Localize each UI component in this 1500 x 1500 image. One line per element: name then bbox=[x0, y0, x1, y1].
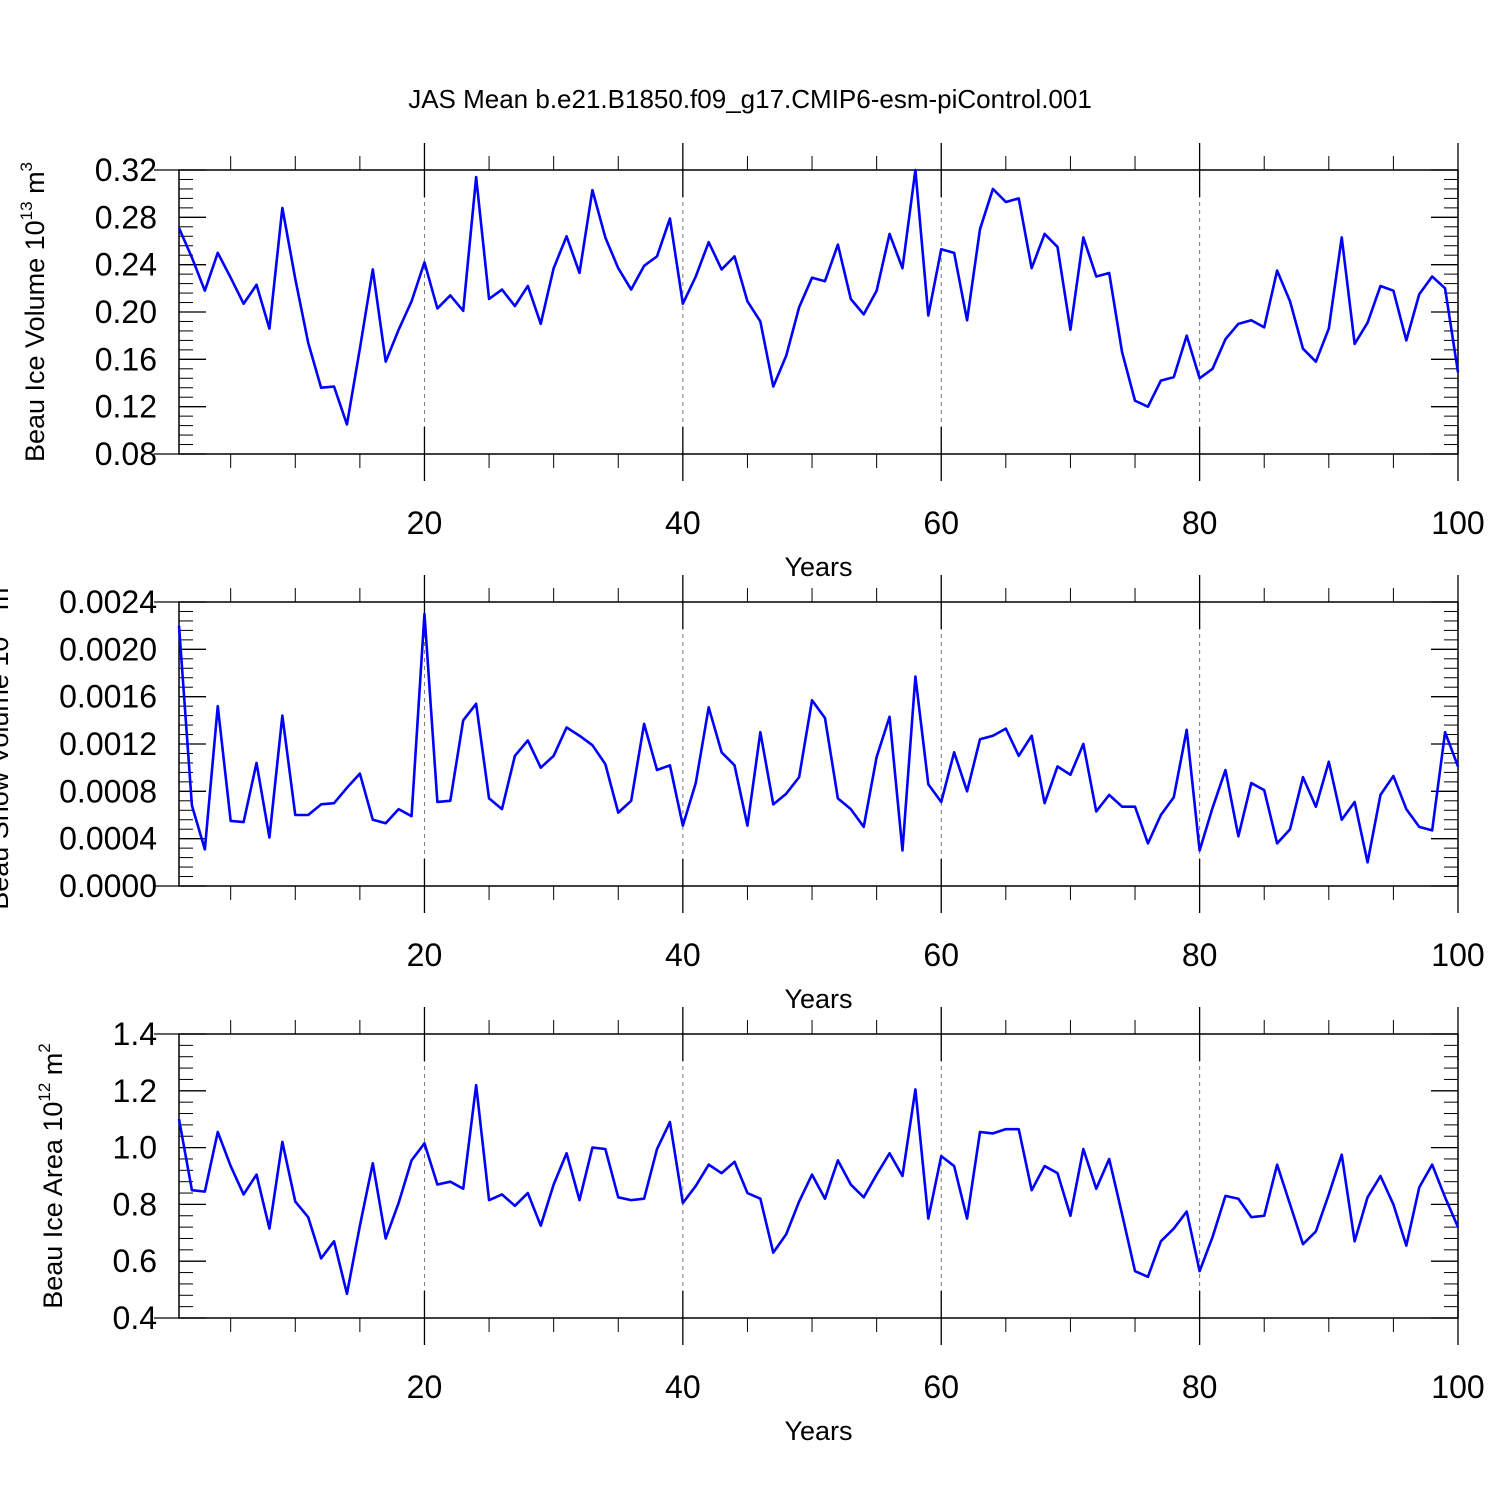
x-tick-label: 60 bbox=[923, 505, 959, 541]
x-tick-label: 80 bbox=[1182, 1369, 1218, 1405]
y-tick-label: 0.28 bbox=[95, 199, 157, 235]
plot-frame bbox=[178, 601, 1459, 887]
y-tick-label: 0.0016 bbox=[59, 679, 157, 715]
y-axis-title-text: Beau Ice Area 10 bbox=[38, 1102, 68, 1309]
y-tick-label: 0.32 bbox=[95, 152, 157, 188]
figure-title: JAS Mean b.e21.B1850.f09_g17.CMIP6-esm-p… bbox=[408, 84, 1092, 114]
y-tick-label: 1.0 bbox=[113, 1130, 157, 1166]
x-tick-label: 100 bbox=[1431, 1369, 1484, 1405]
plot-frame bbox=[178, 169, 1459, 455]
y-tick-label: 0.0004 bbox=[59, 821, 157, 857]
y-tick-label: 1.2 bbox=[113, 1073, 157, 1109]
x-tick-label: 40 bbox=[665, 505, 701, 541]
y-axis-title-unit: m bbox=[38, 1053, 68, 1083]
y-tick-label: 0.12 bbox=[95, 389, 157, 425]
x-axis-title: Years bbox=[784, 552, 852, 582]
y-tick-label: 0.4 bbox=[113, 1300, 157, 1336]
x-tick-label: 60 bbox=[923, 937, 959, 973]
x-tick-label: 20 bbox=[407, 505, 443, 541]
x-tick-label: 100 bbox=[1431, 937, 1484, 973]
y-tick-label: 0.24 bbox=[95, 247, 157, 283]
series-line bbox=[177, 612, 1460, 864]
x-axis-title: Years bbox=[784, 984, 852, 1014]
y-tick-label: 0.0008 bbox=[59, 773, 157, 809]
y-axis-title-text: Beau Ice Volume 10 bbox=[20, 220, 50, 462]
x-tick-label: 40 bbox=[665, 1369, 701, 1405]
chart-panel-1: 20 40 60 80 100 0.08 0.12 0.16 0.20 0.24 0.28 0.32 Y… bbox=[17, 143, 1485, 582]
y-tick-label: 1.4 bbox=[113, 1016, 157, 1052]
x-tick-label: 80 bbox=[1182, 505, 1218, 541]
y-tick-label: 0.0020 bbox=[59, 631, 157, 667]
x-tick-label: 20 bbox=[407, 1369, 443, 1405]
x-axis-title: Years bbox=[784, 1416, 852, 1446]
x-tick-label: 60 bbox=[923, 1369, 959, 1405]
y-tick-label: 0.08 bbox=[95, 436, 157, 472]
y-axis-title-unit: m bbox=[0, 588, 14, 618]
y-tick-label: 0.16 bbox=[95, 341, 157, 377]
y-tick-label: 0.8 bbox=[113, 1186, 157, 1222]
series-line bbox=[177, 1083, 1460, 1296]
chart-panel-2: 20 40 60 80 100 0.0000 0.0004 0.0008 0.0012 0.001… bbox=[0, 575, 1485, 1014]
y-axis-title-exponent: 12 bbox=[35, 1083, 54, 1102]
y-tick-label: 0.0024 bbox=[59, 584, 157, 620]
y-tick-label: 0.0000 bbox=[59, 868, 157, 904]
y-axis-title: Beau Ice Volume 1013 m3 bbox=[17, 162, 50, 462]
y-axis-title-unit: m bbox=[20, 171, 50, 201]
x-tick-label: 40 bbox=[665, 937, 701, 973]
y-axis-title-unit-exponent: 2 bbox=[35, 1043, 54, 1052]
y-axis-title: Beau Ice Area 1012 m2 bbox=[35, 1043, 68, 1309]
y-tick-label: 0.6 bbox=[113, 1243, 157, 1279]
x-tick-label: 80 bbox=[1182, 937, 1218, 973]
y-axis-title-text: Beau Snow Volume 10 bbox=[0, 637, 14, 910]
y-axis-title-exponent: 13 bbox=[17, 201, 36, 220]
x-tick-label: 100 bbox=[1431, 505, 1484, 541]
y-tick-label: 0.20 bbox=[95, 294, 157, 330]
x-tick-label: 20 bbox=[407, 937, 443, 973]
y-tick-label: 0.0012 bbox=[59, 726, 157, 762]
chart-panel-3: 20 40 60 80 100 0.4 0.6 0.8 1.0 1.2 1.4 Years Beau I… bbox=[35, 1007, 1485, 1446]
plot-frame bbox=[178, 1033, 1459, 1319]
y-axis-title-unit-exponent: 3 bbox=[17, 162, 36, 171]
y-axis-title: Beau Snow Volume 1013 m3 bbox=[0, 578, 14, 910]
series-line bbox=[177, 168, 1460, 426]
